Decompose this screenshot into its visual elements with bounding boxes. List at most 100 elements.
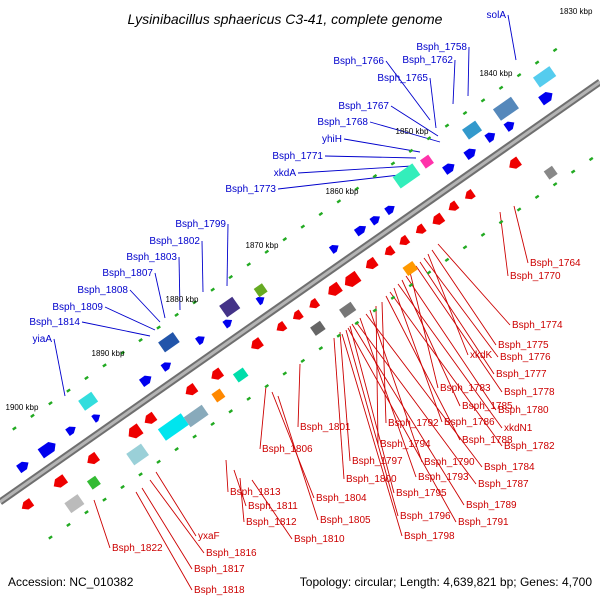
feature-block-5-shape — [211, 388, 226, 403]
reverse-gene-1-shape — [21, 498, 35, 510]
marker-upper-12-shape — [174, 312, 179, 318]
reverse-gene-1 — [21, 498, 35, 510]
marker-upper-30 — [498, 85, 504, 90]
lower-gene-label: Bsph_1792 — [388, 418, 439, 429]
lower-gene-label: Bsph_1782 — [504, 441, 555, 452]
lower-gene-label: xkdN1 — [504, 423, 533, 434]
marker-upper-6-shape — [66, 388, 71, 393]
upper-leader-14 — [178, 256, 181, 311]
genome-summary-text: Topology: circular; Length: 4,639,821 bp… — [300, 575, 593, 589]
lower-leader-29 — [345, 329, 399, 517]
reverse-gene-2-shape — [53, 474, 69, 488]
lower-gene-label: Bsph_1804 — [316, 493, 367, 504]
reverse-gene-13-shape — [344, 270, 362, 288]
lower-leader-40 — [141, 487, 193, 570]
forward-gene-7 — [195, 336, 205, 346]
upper-leader-12 — [226, 223, 229, 287]
upper-gene-label: Bsph_1799 — [175, 219, 226, 230]
forward-gene-6-shape — [160, 362, 172, 372]
forward-gene-5-shape — [138, 375, 152, 388]
forward-gene-5 — [138, 375, 152, 388]
reverse-gene-16 — [399, 234, 411, 246]
lower-leader-14 — [389, 291, 503, 447]
reverse-gene-17-shape — [415, 223, 427, 234]
feature-block-15 — [492, 96, 519, 121]
feature-block-14 — [462, 120, 483, 140]
feature-block-17-shape — [64, 494, 85, 514]
forward-gene-3 — [65, 426, 76, 437]
feature-block-10-shape — [339, 301, 357, 319]
forward-gene-15-shape — [463, 148, 476, 160]
lower-leader-26 — [349, 325, 395, 494]
upper-gene-label: Bsph_1803 — [126, 252, 177, 263]
lower-gene-label: Bsph_1805 — [320, 515, 371, 526]
marker-lower-4 — [102, 497, 107, 502]
lower-leader-32 — [341, 333, 403, 537]
upper-leader-9 — [324, 155, 417, 159]
marker-upper-10-shape — [138, 337, 143, 343]
marker-lower-10 — [210, 421, 215, 427]
forward-gene-1-shape — [16, 461, 29, 474]
lower-leader-27 — [351, 323, 465, 506]
gene-features — [12, 47, 594, 540]
feature-block-7-shape — [219, 296, 241, 318]
marker-upper-31 — [516, 73, 522, 78]
upper-gene-label: Bsph_1807 — [102, 268, 153, 279]
marker-upper-15-shape — [228, 274, 234, 280]
upper-gene-label: xkdA — [274, 168, 297, 179]
feature-block-11-shape — [402, 260, 419, 277]
lower-gene-label: Bsph_1780 — [498, 405, 549, 416]
lower-gene-label: Bsph_1788 — [462, 435, 513, 446]
feature-block-8 — [253, 283, 268, 298]
reverse-gene-3 — [87, 451, 101, 465]
reverse-gene-6-shape — [185, 383, 199, 396]
marker-upper-22 — [354, 186, 360, 191]
forward-gene-17-shape — [503, 121, 515, 132]
upper-gene-label: solA — [487, 10, 507, 21]
label-leaders — [53, 14, 529, 591]
lower-leader-16 — [297, 363, 301, 428]
marker-upper-18 — [282, 237, 288, 242]
feature-block-6 — [232, 367, 249, 383]
marker-upper-6 — [66, 388, 71, 393]
feature-block-1-shape — [78, 391, 99, 411]
reverse-gene-15-shape — [384, 245, 396, 256]
marker-upper-22-shape — [354, 186, 360, 191]
marker-lower-29-shape — [552, 182, 558, 187]
marker-lower-24-shape — [462, 245, 468, 250]
marker-upper-17-shape — [264, 249, 270, 254]
feature-block-17 — [64, 494, 85, 514]
marker-upper-23 — [372, 173, 378, 179]
tick-label: 1870 kbp — [246, 241, 279, 250]
lower-leader-39 — [93, 499, 111, 549]
reverse-gene-4-shape — [128, 423, 144, 439]
lower-leader-9 — [409, 271, 439, 389]
accession-text: Accession: NC_010382 — [8, 575, 134, 589]
lower-leader-12 — [397, 283, 503, 429]
marker-upper-11-shape — [156, 325, 161, 330]
forward-gene-10 — [328, 245, 339, 254]
marker-lower-30-shape — [570, 169, 576, 174]
upper-gene-label: Bsph_1758 — [416, 42, 467, 53]
feature-block-14-shape — [462, 120, 483, 140]
marker-upper-9 — [120, 350, 125, 355]
tick-label: 1830 kbp — [560, 7, 593, 16]
lower-leader-10 — [405, 275, 497, 411]
tick-label: 1880 kbp — [166, 295, 199, 304]
lower-gene-label: Bsph_1800 — [346, 474, 397, 485]
lower-leader-15 — [385, 295, 461, 441]
genome-backbone — [0, 79, 600, 505]
forward-gene-4-shape — [91, 414, 101, 423]
marker-lower-15-shape — [300, 358, 306, 363]
marker-upper-29-shape — [480, 98, 486, 103]
lower-leader-23 — [359, 317, 417, 478]
tick-label: 1890 kbp — [92, 349, 125, 358]
lower-gene-label: Bsph_1787 — [478, 479, 529, 490]
marker-lower-23 — [444, 257, 450, 263]
marker-lower-28 — [534, 194, 540, 199]
marker-lower-27 — [516, 207, 522, 212]
lower-gene-label: Bsph_1798 — [404, 531, 455, 542]
upper-leader-4 — [385, 60, 431, 121]
marker-lower-12-shape — [246, 396, 252, 401]
